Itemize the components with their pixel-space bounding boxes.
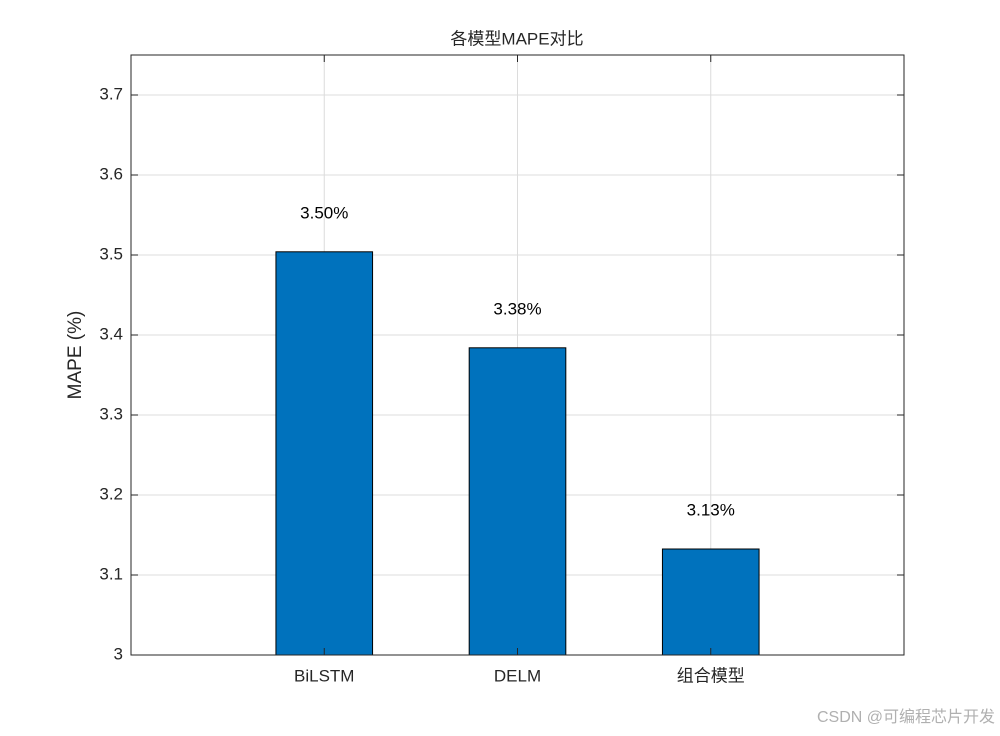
chart-title: 各模型MAPE对比 [450,29,583,48]
bar [275,251,374,656]
x-tick-label: DELM [494,666,541,685]
y-tick-label: 3.1 [99,564,123,583]
y-tick-label: 3.2 [99,484,123,503]
x-tick-label: BiLSTM [294,666,354,685]
bar [468,347,567,656]
y-tick-label: 3.3 [99,404,123,423]
value-label: 3.50% [300,203,348,222]
y-tick-label: 3.6 [99,164,123,183]
x-tick-label: 组合模型 [677,666,745,685]
value-label: 3.13% [687,500,735,519]
bar [661,548,760,656]
y-tick-label: 3.5 [99,244,123,263]
axes-box [130,54,905,656]
y-axis-label: MAPE (%) [65,311,86,400]
value-label: 3.38% [493,299,541,318]
y-tick-label: 3.4 [99,324,123,343]
y-tick-label: 3.7 [99,84,123,103]
y-tick-label: 3 [114,644,123,663]
watermark: CSDN @可编程芯片开发 [817,708,995,726]
